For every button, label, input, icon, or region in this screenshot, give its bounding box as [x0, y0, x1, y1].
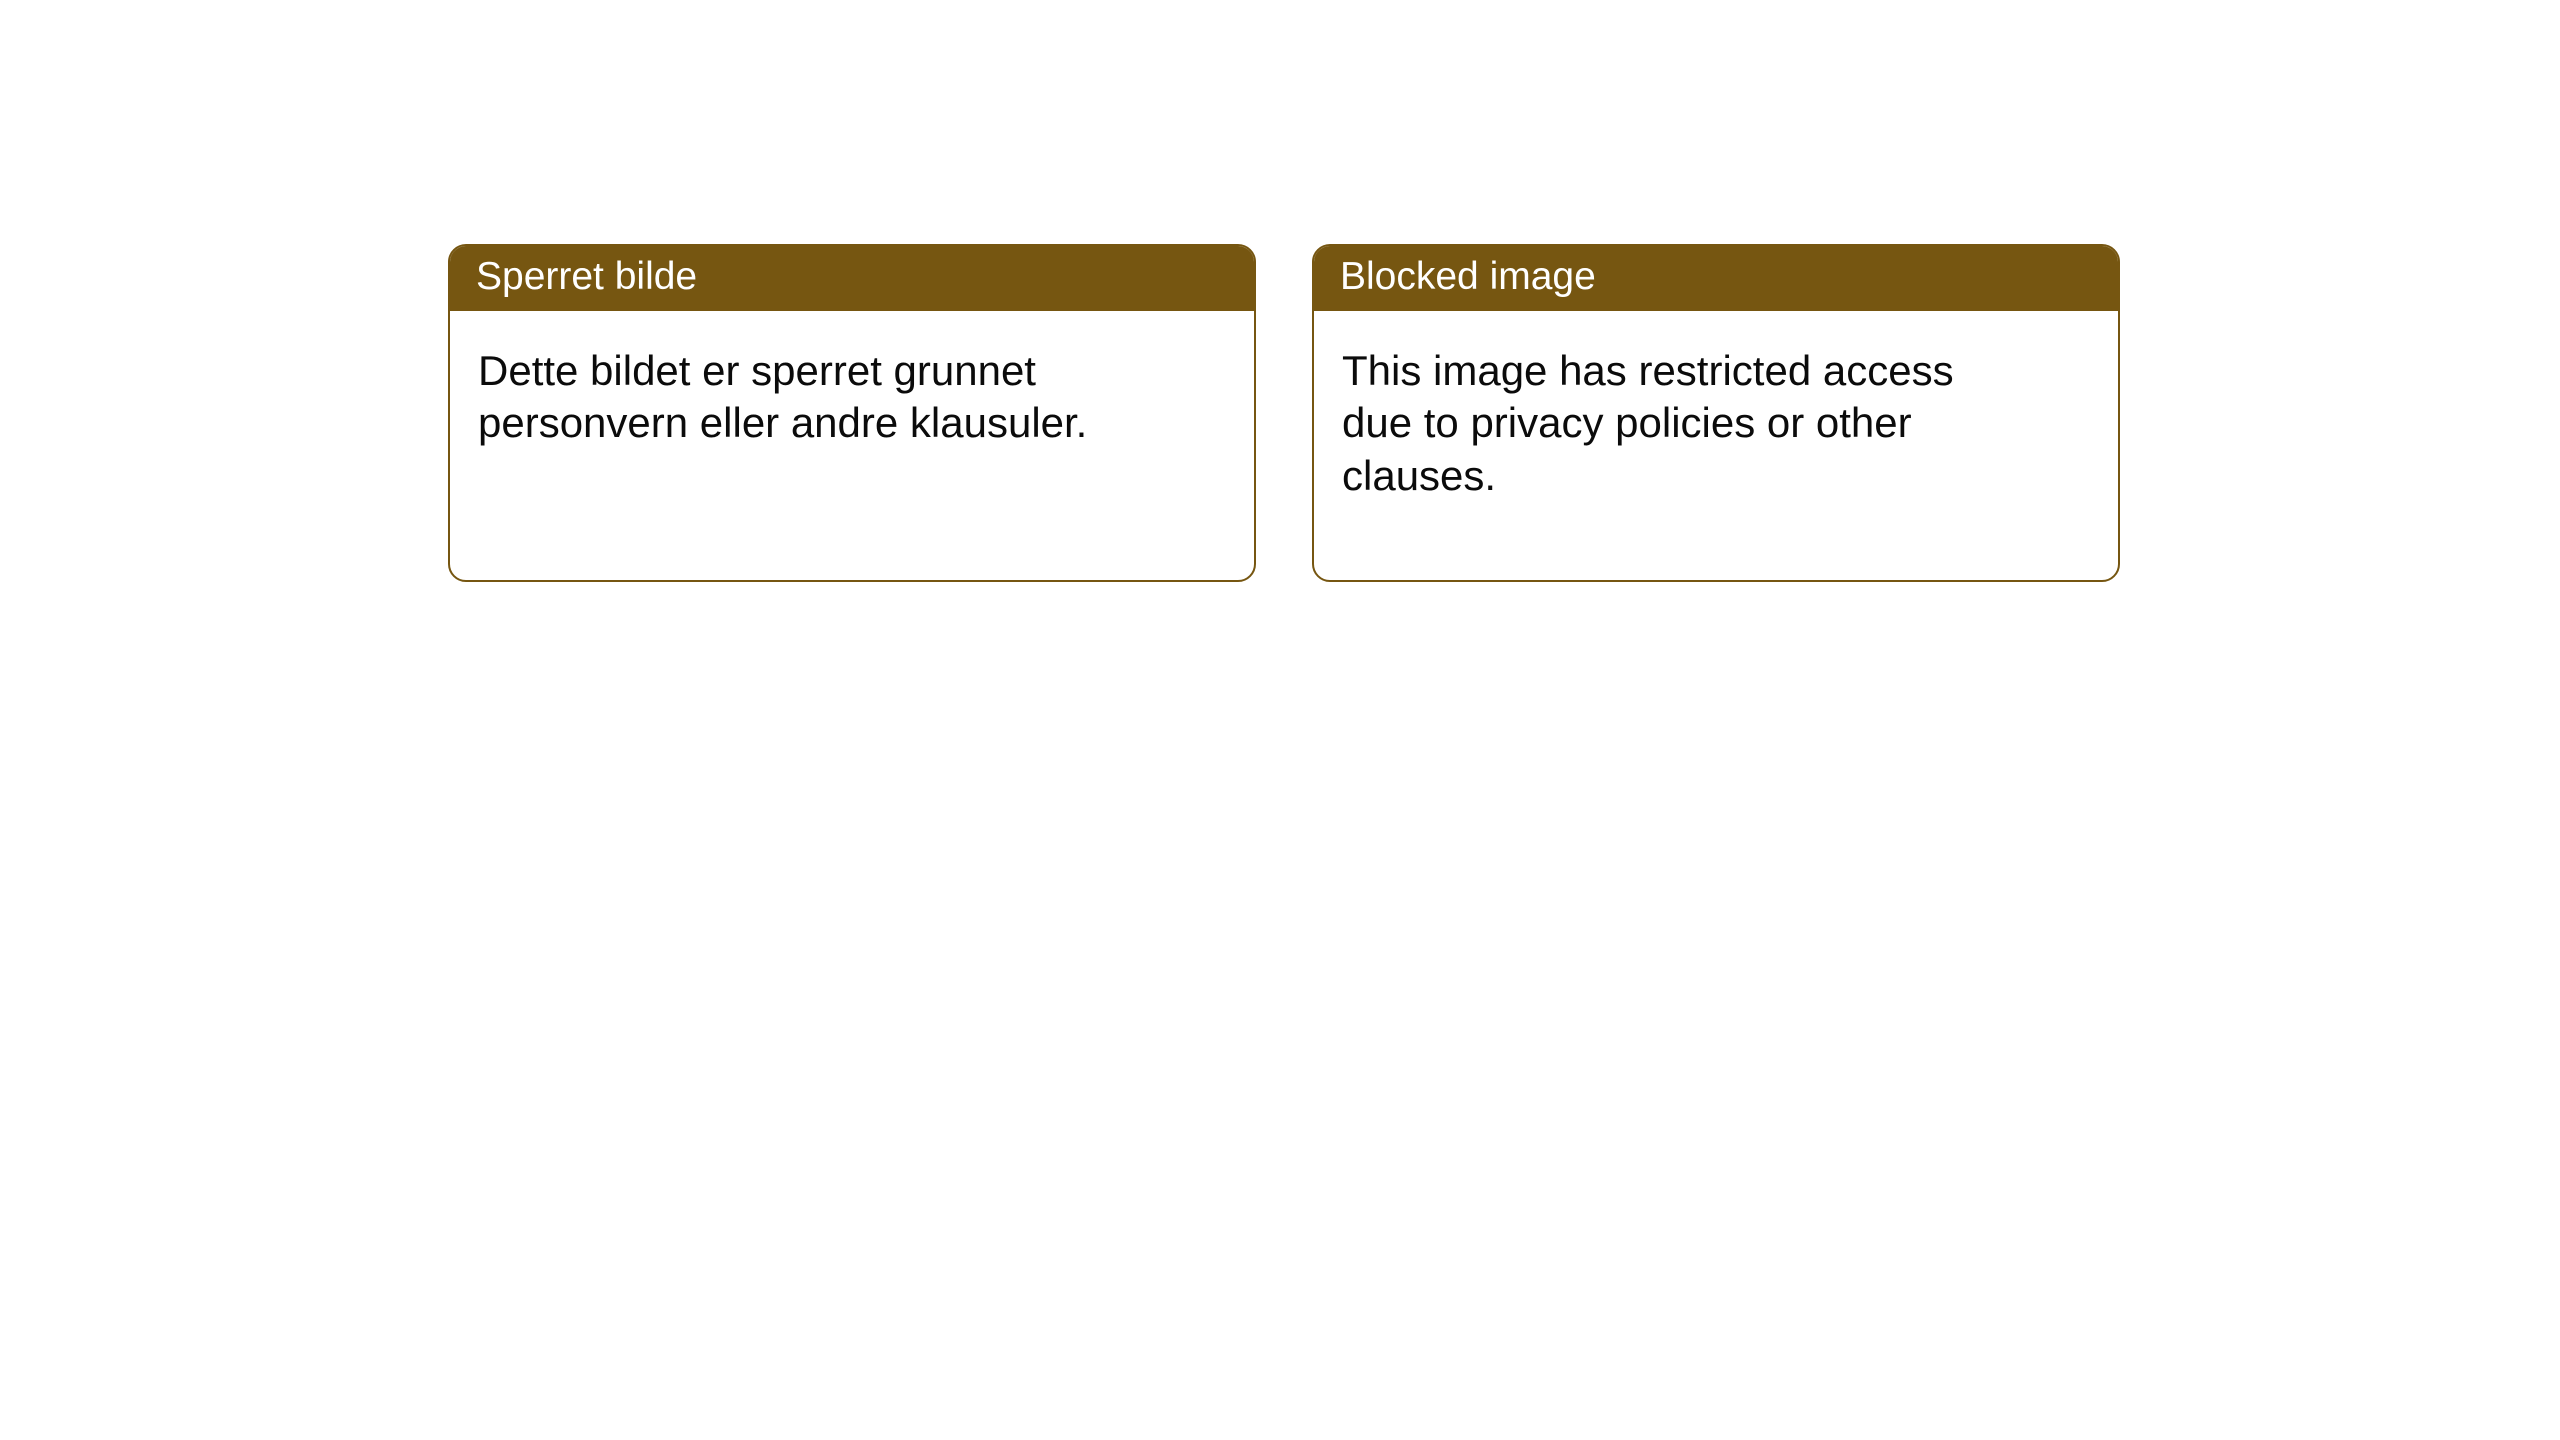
- blocked-image-card-en: Blocked image This image has restricted …: [1312, 244, 2120, 582]
- card-header: Blocked image: [1314, 246, 2118, 311]
- card-body: This image has restricted access due to …: [1314, 311, 1994, 503]
- card-title: Blocked image: [1340, 255, 1596, 298]
- card-body: Dette bildet er sperret grunnet personve…: [450, 311, 1130, 450]
- blocked-image-card-no: Sperret bilde Dette bildet er sperret gr…: [448, 244, 1256, 582]
- card-body-text: Dette bildet er sperret grunnet personve…: [478, 347, 1087, 447]
- card-body-text: This image has restricted access due to …: [1342, 347, 1954, 499]
- notice-container: Sperret bilde Dette bildet er sperret gr…: [0, 0, 2560, 582]
- card-header: Sperret bilde: [450, 246, 1254, 311]
- card-title: Sperret bilde: [476, 255, 697, 298]
